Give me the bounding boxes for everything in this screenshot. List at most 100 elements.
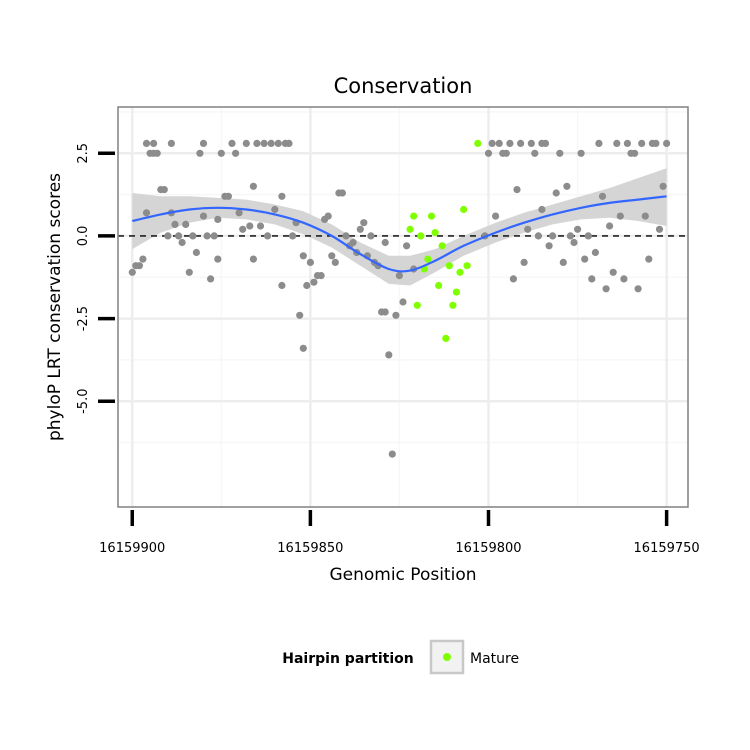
data-point-other: [552, 189, 560, 197]
data-point-other: [570, 238, 578, 247]
data-point-other: [484, 149, 493, 157]
smooth-trend-line: [132, 195, 667, 273]
data-point-mature: [474, 139, 482, 147]
data-point-other: [360, 219, 368, 227]
data-point-other: [517, 139, 525, 147]
data-point-other: [595, 139, 603, 147]
data-point-other: [581, 255, 589, 263]
x-tick-label: 16159800: [455, 541, 521, 556]
confidence-band: [132, 168, 667, 286]
data-point-other: [228, 139, 236, 147]
data-point-other: [299, 344, 307, 352]
data-point-other: [285, 139, 293, 147]
data-point-other: [214, 215, 222, 223]
data-point-other: [598, 192, 607, 200]
data-point-other: [253, 139, 261, 147]
data-point-other: [224, 192, 232, 200]
data-point-other: [317, 272, 325, 280]
data-point-mature: [431, 229, 439, 237]
data-point-other: [602, 285, 610, 293]
data-point-other: [299, 252, 307, 260]
data-point-other: [381, 308, 389, 316]
y-axis: 2.5 0.0 -2.5 -5.0: [76, 143, 115, 414]
data-point-mature: [445, 262, 453, 270]
data-point-other: [563, 182, 571, 190]
data-point-mature: [463, 262, 471, 270]
data-point-other: [356, 225, 364, 233]
data-point-other: [264, 232, 272, 240]
x-tick-label: 16159900: [99, 541, 165, 556]
data-point-other: [242, 139, 250, 147]
data-point-other: [331, 258, 339, 266]
y-tick-label: -5.0: [76, 389, 91, 414]
data-point-other: [399, 298, 407, 306]
data-point-mature: [449, 301, 457, 309]
data-point-other: [531, 149, 539, 157]
data-point-other: [142, 139, 151, 147]
data-point-other: [577, 149, 585, 157]
data-point-other: [235, 209, 243, 217]
data-point-other: [524, 225, 532, 233]
data-point-mature: [427, 212, 436, 220]
data-point-other: [566, 232, 575, 240]
data-point-other: [278, 192, 286, 200]
data-point-other: [520, 258, 528, 266]
data-point-other: [289, 232, 297, 240]
data-point-mature: [410, 212, 418, 220]
data-point-other: [631, 149, 639, 157]
data-point-other: [641, 212, 649, 220]
data-point-other: [164, 232, 172, 240]
data-point-other: [620, 275, 628, 283]
y-tick-label: 0.0: [76, 226, 91, 247]
legend: Hairpin partition Mature: [282, 639, 519, 675]
data-point-other: [189, 232, 197, 240]
data-point-other: [492, 212, 500, 220]
data-point-other: [135, 262, 143, 270]
data-point-other: [588, 275, 596, 283]
data-point-other: [214, 255, 222, 263]
data-point-other: [591, 248, 600, 257]
data-point-other: [199, 212, 208, 220]
data-point-other: [232, 149, 240, 157]
data-point-other: [392, 311, 400, 319]
data-point-other: [278, 281, 286, 290]
data-point-other: [388, 450, 396, 458]
data-point-mature: [417, 232, 425, 240]
data-point-mature: [442, 334, 450, 342]
data-point-other: [128, 268, 136, 276]
data-point-other: [559, 258, 567, 266]
confidence-band-layer: [132, 168, 667, 286]
data-point-other: [556, 149, 564, 157]
data-point-other: [638, 139, 646, 147]
x-axis-label: Genomic Position: [329, 565, 476, 585]
points-layer: [128, 139, 671, 458]
x-tick-label: 16159850: [277, 541, 343, 556]
data-point-other: [549, 232, 557, 240]
legend-mature-marker: [443, 653, 451, 661]
data-point-other: [338, 189, 346, 197]
plot-panel: [118, 107, 688, 507]
data-point-other: [249, 255, 257, 263]
data-point-other: [367, 232, 375, 240]
data-point-other: [645, 255, 653, 263]
data-point-other: [192, 248, 200, 257]
data-point-other: [324, 212, 332, 220]
data-point-other: [139, 255, 147, 263]
data-point-other: [495, 139, 503, 147]
data-point-other: [395, 272, 403, 280]
data-point-other: [249, 182, 257, 190]
data-point-other: [260, 139, 268, 147]
legend-label-mature: Mature: [470, 651, 519, 667]
data-point-other: [171, 220, 179, 228]
data-point-other: [655, 225, 664, 233]
x-tick-label: 16159750: [634, 541, 700, 556]
data-point-other: [175, 232, 183, 240]
data-point-other: [506, 139, 514, 147]
data-point-other: [239, 225, 247, 233]
data-point-other: [256, 222, 265, 230]
data-point-other: [185, 268, 193, 276]
data-point-other: [616, 212, 624, 220]
data-point-other: [545, 242, 553, 250]
data-point-other: [196, 149, 204, 157]
